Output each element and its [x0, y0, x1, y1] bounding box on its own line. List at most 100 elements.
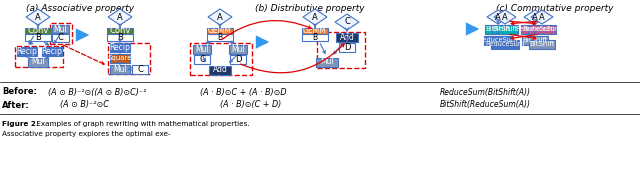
- Polygon shape: [487, 10, 509, 24]
- Polygon shape: [26, 9, 50, 25]
- Text: Mul: Mul: [113, 65, 127, 74]
- Text: Mul: Mul: [31, 57, 45, 66]
- Text: BitShift: BitShift: [522, 37, 548, 43]
- FancyBboxPatch shape: [110, 54, 130, 63]
- FancyBboxPatch shape: [230, 55, 246, 64]
- Text: A: A: [539, 12, 545, 22]
- Text: A: A: [495, 12, 501, 22]
- Text: Associative property explores the optimal exe-: Associative property explores the optima…: [2, 131, 171, 137]
- Text: Recip: Recip: [109, 42, 131, 51]
- Text: Square: Square: [108, 55, 132, 61]
- Bar: [15, 46, 63, 67]
- FancyBboxPatch shape: [51, 34, 68, 42]
- FancyBboxPatch shape: [28, 57, 48, 66]
- Text: A: A: [35, 12, 41, 22]
- Text: Mul: Mul: [320, 57, 334, 66]
- Text: (A ⊙ B)⁻¹⊙((A ⊙ B)⊙C)⁻¹: (A ⊙ B)⁻¹⊙((A ⊙ B)⊙C)⁻¹: [48, 88, 147, 97]
- FancyBboxPatch shape: [107, 27, 133, 34]
- FancyBboxPatch shape: [132, 65, 148, 74]
- FancyBboxPatch shape: [110, 65, 130, 74]
- Text: BitShift: BitShift: [492, 26, 518, 32]
- Text: B: B: [312, 33, 317, 42]
- Text: A: A: [312, 12, 318, 22]
- Text: Mul: Mul: [231, 45, 245, 54]
- FancyBboxPatch shape: [25, 27, 51, 34]
- FancyBboxPatch shape: [316, 57, 338, 66]
- FancyBboxPatch shape: [336, 32, 358, 41]
- Text: (a) Associative property: (a) Associative property: [26, 4, 134, 13]
- Text: A: A: [117, 12, 123, 22]
- Text: Add: Add: [340, 32, 355, 41]
- Text: ReduceSum(BitShift(A)): ReduceSum(BitShift(A)): [440, 88, 531, 97]
- FancyBboxPatch shape: [42, 46, 62, 55]
- Bar: [50, 23, 72, 44]
- FancyBboxPatch shape: [491, 40, 519, 49]
- FancyBboxPatch shape: [207, 34, 233, 41]
- FancyBboxPatch shape: [485, 25, 511, 33]
- Text: Recip: Recip: [42, 46, 63, 55]
- Polygon shape: [494, 10, 516, 24]
- Bar: [190, 43, 252, 75]
- Text: (A · B)⊙C + (A · B)⊙D: (A · B)⊙C + (A · B)⊙D: [200, 88, 287, 97]
- FancyBboxPatch shape: [492, 25, 518, 33]
- FancyBboxPatch shape: [207, 27, 233, 34]
- FancyBboxPatch shape: [521, 25, 549, 33]
- Text: D: D: [344, 42, 350, 51]
- Text: C: C: [137, 65, 143, 74]
- Text: BitShift: BitShift: [485, 26, 511, 32]
- Text: Figure 2.: Figure 2.: [2, 121, 38, 127]
- FancyBboxPatch shape: [209, 65, 231, 74]
- FancyBboxPatch shape: [194, 55, 210, 64]
- Text: B: B: [35, 33, 41, 42]
- FancyBboxPatch shape: [17, 46, 37, 55]
- FancyBboxPatch shape: [25, 34, 51, 41]
- Text: B: B: [218, 33, 223, 42]
- Text: B: B: [117, 33, 123, 42]
- Text: Mul: Mul: [195, 45, 209, 54]
- Text: D: D: [235, 55, 241, 64]
- Polygon shape: [335, 14, 359, 30]
- Text: GEMM: GEMM: [303, 26, 327, 35]
- Polygon shape: [108, 9, 132, 25]
- Text: GEMM: GEMM: [208, 26, 232, 35]
- Text: (c) Commutative property: (c) Commutative property: [496, 4, 614, 13]
- FancyBboxPatch shape: [528, 25, 556, 33]
- Polygon shape: [208, 9, 232, 25]
- FancyBboxPatch shape: [339, 42, 355, 51]
- Text: (b) Distributive property: (b) Distributive property: [255, 4, 365, 13]
- Bar: [108, 43, 150, 74]
- FancyBboxPatch shape: [302, 34, 328, 41]
- Polygon shape: [303, 9, 327, 25]
- Text: A: A: [532, 12, 538, 22]
- FancyBboxPatch shape: [302, 27, 328, 34]
- FancyBboxPatch shape: [229, 45, 247, 54]
- Text: A: A: [217, 12, 223, 22]
- Text: (A ⊙ B)⁻²⊙C: (A ⊙ B)⁻²⊙C: [60, 100, 109, 109]
- Text: (A · B)⊙(C + D): (A · B)⊙(C + D): [220, 100, 281, 109]
- FancyBboxPatch shape: [51, 25, 68, 33]
- Text: Conv: Conv: [28, 26, 49, 35]
- FancyBboxPatch shape: [522, 36, 548, 45]
- Text: ReduceSum: ReduceSum: [485, 41, 525, 47]
- Text: Conv: Conv: [109, 26, 131, 35]
- Polygon shape: [524, 10, 546, 24]
- Text: Recip: Recip: [17, 46, 37, 55]
- Text: BitShift: BitShift: [529, 41, 555, 47]
- FancyBboxPatch shape: [107, 34, 133, 41]
- Text: Before:: Before:: [2, 88, 37, 97]
- FancyBboxPatch shape: [529, 40, 555, 49]
- Polygon shape: [531, 10, 553, 24]
- Text: A: A: [502, 12, 508, 22]
- Text: ReduceSum: ReduceSum: [478, 37, 518, 43]
- FancyBboxPatch shape: [110, 42, 130, 51]
- Text: C: C: [57, 33, 63, 42]
- Text: Mul: Mul: [53, 25, 67, 33]
- Text: ReduceSum: ReduceSum: [515, 26, 555, 32]
- Text: Examples of graph rewriting with mathematical properties.: Examples of graph rewriting with mathema…: [34, 121, 250, 127]
- Text: C: C: [344, 17, 350, 26]
- Text: ReduceSum: ReduceSum: [522, 26, 562, 32]
- FancyBboxPatch shape: [484, 36, 512, 45]
- Text: BitShift(ReduceSum(A)): BitShift(ReduceSum(A)): [440, 100, 531, 109]
- Text: Add: Add: [212, 65, 227, 74]
- Text: After:: After:: [2, 100, 29, 109]
